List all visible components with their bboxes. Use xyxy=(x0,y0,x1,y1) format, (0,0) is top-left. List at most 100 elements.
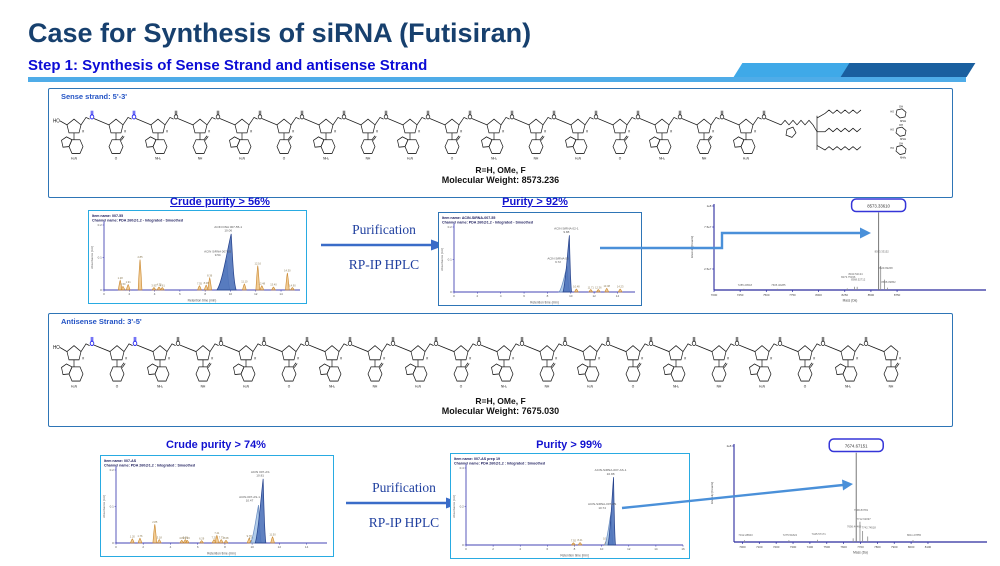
svg-text:7700: 7700 xyxy=(857,545,864,549)
svg-text:8593.33152: 8593.33152 xyxy=(875,249,890,253)
svg-text:H₂N: H₂N xyxy=(71,157,77,161)
svg-text:0.2: 0.2 xyxy=(448,225,453,229)
svg-text:NHAc: NHAc xyxy=(900,137,907,141)
svg-text:R: R xyxy=(168,356,171,360)
svg-text:Retention time (min): Retention time (min) xyxy=(207,552,236,556)
svg-text:NH: NH xyxy=(366,157,371,161)
svg-text:7285.29518: 7285.29518 xyxy=(738,283,753,287)
svg-text:8011.27855: 8011.27855 xyxy=(907,533,922,537)
svg-text:O: O xyxy=(116,384,119,388)
svg-text:HO: HO xyxy=(53,345,60,351)
svg-text:R: R xyxy=(211,356,214,360)
svg-text:8500: 8500 xyxy=(868,293,875,297)
svg-text:8.08: 8.08 xyxy=(204,281,210,285)
svg-text:2.85: 2.85 xyxy=(152,520,158,524)
svg-text:Mass (Da): Mass (Da) xyxy=(843,299,858,303)
svg-text:R: R xyxy=(426,356,429,360)
svg-text:0.1: 0.1 xyxy=(98,256,103,260)
svg-text:2e8: 2e8 xyxy=(727,444,732,448)
svg-text:13.08: 13.08 xyxy=(603,284,610,288)
svg-text:8658.09852: 8658.09852 xyxy=(881,280,896,284)
svg-text:4.83: 4.83 xyxy=(179,536,185,540)
svg-text:11.10: 11.10 xyxy=(241,280,248,284)
svg-text:12: 12 xyxy=(627,547,631,551)
svg-text:7742.74518: 7742.74518 xyxy=(862,525,877,529)
svg-text:H₂N: H₂N xyxy=(243,384,249,388)
svg-text:ACIN DNA 007-55-1: ACIN DNA 007-55-1 xyxy=(214,225,242,229)
svg-text:7656.46466: 7656.46466 xyxy=(847,525,862,529)
svg-text:H₂N: H₂N xyxy=(575,157,581,161)
svg-text:0.2: 0.2 xyxy=(460,505,465,509)
svg-text:Intensity [Counts]: Intensity [Counts] xyxy=(710,482,714,505)
svg-text:R: R xyxy=(670,129,673,133)
svg-text:R: R xyxy=(292,129,295,133)
svg-text:NH₂: NH₂ xyxy=(501,384,507,388)
svg-text:7.55: 7.55 xyxy=(197,281,203,285)
svg-text:ACIN-007-AS-1: ACIN-007-AS-1 xyxy=(239,495,260,499)
svg-text:3.18: 3.18 xyxy=(157,535,163,539)
svg-text:11.71: 11.71 xyxy=(588,285,595,289)
svg-text:2: 2 xyxy=(477,294,479,298)
svg-text:R: R xyxy=(856,356,859,360)
svg-text:14: 14 xyxy=(279,292,283,296)
svg-text:8750: 8750 xyxy=(894,293,901,297)
svg-text:8000: 8000 xyxy=(815,293,822,297)
svg-text:NHAc: NHAc xyxy=(900,155,907,159)
svg-text:8100: 8100 xyxy=(925,545,932,549)
svg-text:7605.46285: 7605.46285 xyxy=(771,283,786,287)
svg-text:0: 0 xyxy=(465,547,467,551)
svg-text:10: 10 xyxy=(600,547,604,551)
svg-text:8629.99268: 8629.99268 xyxy=(878,266,893,270)
svg-text:8: 8 xyxy=(204,292,206,296)
svg-text:9.72: 9.72 xyxy=(555,260,561,264)
svg-text:R: R xyxy=(641,356,644,360)
svg-text:7400: 7400 xyxy=(807,545,814,549)
svg-text:R: R xyxy=(813,356,816,360)
svg-text:ACIN SiRNA-56: ACIN SiRNA-56 xyxy=(547,256,569,260)
svg-text:1.20: 1.20 xyxy=(130,535,136,539)
svg-text:ACIN SiRNA 02-1: ACIN SiRNA 02-1 xyxy=(554,226,579,230)
svg-text:0.4: 0.4 xyxy=(460,466,465,470)
svg-text:HO: HO xyxy=(890,127,894,131)
svg-text:R: R xyxy=(502,129,505,133)
svg-text:R: R xyxy=(598,356,601,360)
svg-text:Channel name: PDA 260@1.2 : In: Channel name: PDA 260@1.2 : Integrated :… xyxy=(454,462,545,466)
svg-text:8: 8 xyxy=(574,547,576,551)
svg-text:R: R xyxy=(340,356,343,360)
svg-text:R: R xyxy=(383,356,386,360)
svg-text:7.73: 7.73 xyxy=(219,535,225,539)
svg-text:0.2: 0.2 xyxy=(98,223,103,227)
svg-text:NH: NH xyxy=(373,384,378,388)
svg-text:8250: 8250 xyxy=(842,293,849,297)
svg-text:12: 12 xyxy=(254,292,258,296)
svg-text:7.20: 7.20 xyxy=(211,535,217,539)
svg-text:7.92: 7.92 xyxy=(571,539,577,543)
svg-text:4: 4 xyxy=(154,292,156,296)
antisense-strand-label: Antisense Strand: 3'-5' xyxy=(61,317,142,326)
svg-text:7750: 7750 xyxy=(789,293,796,297)
svg-text:Item name: 007-AS prep 19: Item name: 007-AS prep 19 xyxy=(454,457,500,461)
svg-text:NH: NH xyxy=(534,157,539,161)
svg-text:R: R xyxy=(82,356,85,360)
svg-text:Mass (Da): Mass (Da) xyxy=(853,551,868,555)
svg-text:ACIN 007-AS: ACIN 007-AS xyxy=(251,470,270,474)
svg-text:R: R xyxy=(376,129,379,133)
purification-arrow-2 xyxy=(346,497,461,509)
svg-text:7500: 7500 xyxy=(824,545,831,549)
svg-text:0: 0 xyxy=(112,541,114,545)
antisense-mw-text: Molecular Weight: 7675.030 xyxy=(441,406,560,416)
svg-text:7250: 7250 xyxy=(737,293,744,297)
svg-text:1.50: 1.50 xyxy=(120,282,126,286)
svg-text:0: 0 xyxy=(115,545,117,549)
svg-text:1.91: 1.91 xyxy=(126,280,132,284)
svg-text:3.95: 3.95 xyxy=(151,283,157,287)
svg-text:ACIN SiRNA 007-55: ACIN SiRNA 007-55 xyxy=(204,250,231,254)
svg-text:R: R xyxy=(586,129,589,133)
svg-text:R: R xyxy=(544,129,547,133)
svg-text:9.78: 9.78 xyxy=(247,534,253,538)
svg-text:NH₂: NH₂ xyxy=(329,384,335,388)
svg-text:R: R xyxy=(125,356,128,360)
chart-title-pure-antisense: Purity > 99% xyxy=(536,439,602,451)
svg-text:R: R xyxy=(208,129,211,133)
svg-text:7445.57171: 7445.57171 xyxy=(811,532,826,536)
